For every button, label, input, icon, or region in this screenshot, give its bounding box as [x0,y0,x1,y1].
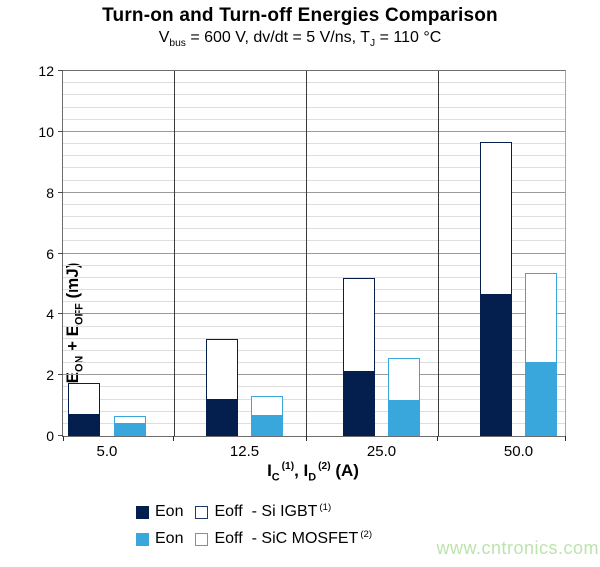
legend-swatch-eon-si-igbt-icon [136,505,149,519]
legend-swatch-eon-sic-mosfet-icon [136,532,149,546]
minor-gridline [63,289,565,290]
category-separator [437,71,439,436]
chart-subtitle: Vbus = 600 V, dv/dt = 5 V/ns, TJ = 110 °… [158,29,442,50]
chart-title: Turn-on and Turn-off Energies Comparison [102,5,498,26]
legend-row-sic-mosfet: Eon Eoff - SiC MOSFET (2) [136,528,373,548]
legend-swatch-eoff-si-igbt-icon [195,505,209,519]
minor-gridline [63,94,565,96]
bar-eon-si-igbt [343,372,375,436]
y-axis-tick [58,70,63,71]
bar-eon-sic-mosfet [524,363,557,436]
minor-gridline [63,386,565,388]
minor-gridline [63,203,565,205]
legend-label-eon-si-igbt: Eon [155,503,184,520]
bar-eon-si-igbt [480,294,512,436]
minor-gridline [63,167,565,169]
bar-eoff-si-igbt [480,142,512,295]
legend-swatch-eoff-sic-mosfet-icon [195,532,209,546]
y-axis-tick [58,191,63,193]
major-gridline [63,313,565,315]
y-axis-tick-label: 4 [46,306,54,323]
minor-gridline [63,264,565,266]
bar-eoff-si-igbt [206,338,238,400]
minor-gridline [63,82,565,84]
y-axis-tick [58,374,63,376]
minor-gridline [63,106,565,108]
legend-label-eon-sic-mosfet: Eon [155,530,184,547]
legend: Eon Eoff - Si IGBT (1) Eon Eoff - SiC MOS… [136,501,373,557]
x-axis-tick [173,436,175,441]
major-gridline [63,191,565,193]
minor-gridline [63,118,565,120]
minor-gridline [63,362,565,363]
category-separator [306,71,308,436]
bar-eoff-sic-mosfet [387,358,420,402]
y-axis-tick-label: 6 [46,245,54,262]
minor-gridline [63,216,565,217]
legend-series-sic-mosfet: - SiC MOSFET (2) [251,528,373,547]
x-axis-tick-label: 5.0 [96,443,118,460]
x-axis-tick [564,436,566,441]
minor-gridline [63,240,565,242]
bar-eon-si-igbt [68,414,100,436]
bar-eoff-si-igbt [343,277,375,373]
x-axis-tick [437,436,439,441]
x-axis-tick [305,436,307,441]
minor-gridline [63,422,565,424]
minor-gridline [63,179,565,181]
bar-eon-sic-mosfet [387,401,420,436]
legend-label-eoff-si-igbt: Eoff [214,503,243,520]
major-gridline [63,130,565,132]
bar-eoff-si-igbt [68,382,100,415]
bar-eon-sic-mosfet [250,416,283,436]
minor-gridline [63,228,565,230]
category-separator [173,71,175,436]
x-axis-title: IC(1), ID(2) (A) [267,461,359,484]
x-axis-tick [62,436,64,441]
minor-gridline [63,301,565,303]
y-axis-tick [58,130,63,132]
y-axis-tick-label: 12 [38,63,54,79]
y-axis-tick-label: 8 [46,184,54,201]
x-axis-tick-label: 50.0 [503,443,534,460]
bar-eon-sic-mosfet [114,423,146,436]
y-axis-tick [58,435,63,436]
y-axis-tick [58,252,63,254]
y-axis-tick-label: 2 [46,367,54,384]
y-axis-tick-label: 10 [38,123,54,140]
watermark: www.cntronics.com [436,538,599,558]
minor-gridline [63,155,565,157]
bar-eon-si-igbt [206,399,238,436]
major-gridline [63,252,565,254]
major-gridline [63,374,565,376]
legend-row-si-igbt: Eon Eoff - Si IGBT (1) [136,501,372,521]
minor-gridline [63,398,565,400]
minor-gridline [63,337,565,339]
bar-eoff-sic-mosfet [250,396,283,417]
minor-gridline [63,410,565,412]
legend-label-eoff-sic-mosfet: Eoff [214,530,243,547]
y-axis-tick-label: 0 [46,428,54,444]
minor-gridline [63,276,565,278]
bar-eoff-sic-mosfet [114,416,146,424]
x-axis-tick-label: 25.0 [366,443,397,460]
y-axis-tick [58,313,63,315]
bar-eoff-sic-mosfet [524,273,557,363]
legend-series-si-igbt: - Si IGBT (1) [251,501,332,520]
minor-gridline [63,349,565,351]
minor-gridline [63,143,565,144]
minor-gridline [63,325,565,327]
x-axis-tick-label: 12.5 [229,443,260,460]
